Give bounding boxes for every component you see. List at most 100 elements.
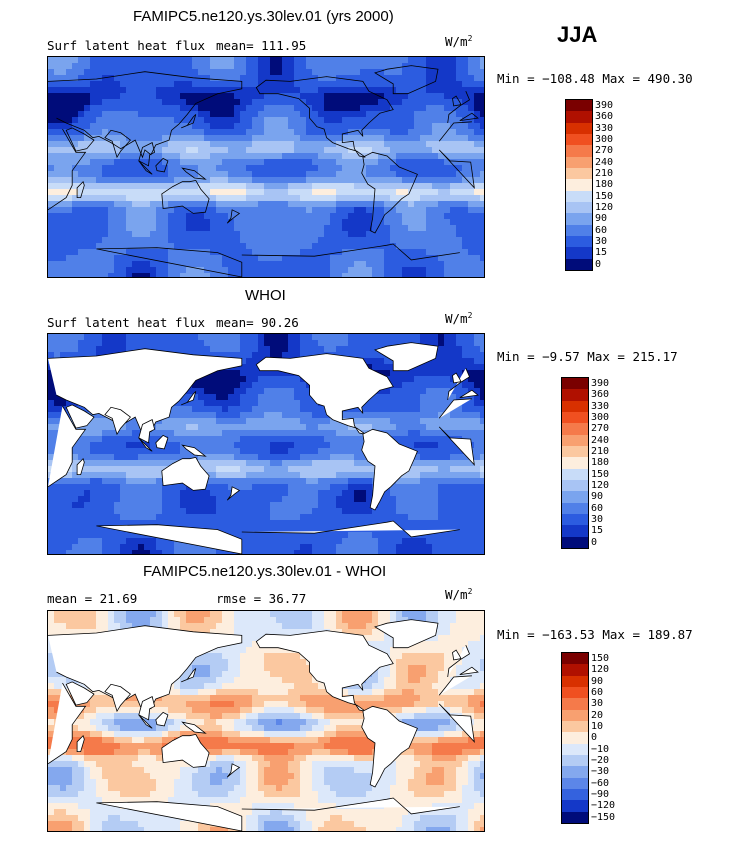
colorbar-tick-label: 60 bbox=[591, 502, 604, 514]
panel3-title: FAMIPC5.ne120.ys.30lev.01 - WHOI bbox=[143, 563, 387, 580]
colorbar-segment bbox=[566, 235, 592, 248]
colorbar-segment bbox=[562, 468, 588, 480]
colorbar-tick-label: 30 bbox=[595, 236, 608, 247]
colorbar-segment bbox=[566, 190, 592, 202]
colorbar-tick-label: 0 bbox=[595, 258, 602, 270]
colorbar-segment bbox=[562, 445, 588, 458]
landmass-uk bbox=[452, 649, 462, 661]
colorbar-tick-label: 0 bbox=[591, 732, 598, 744]
colorbar-tick-label: 150 bbox=[591, 468, 610, 480]
landmass-madagascar bbox=[76, 180, 85, 198]
colorbar-segment bbox=[566, 179, 592, 191]
panel3-units: W/m2 bbox=[445, 587, 473, 603]
colorbar-tick-label: 30 bbox=[591, 698, 604, 710]
colorbar-segment bbox=[566, 145, 592, 157]
colorbar-segment bbox=[566, 213, 592, 225]
landmass-madagascar bbox=[76, 457, 85, 475]
colorbar-tick-label: 120 bbox=[591, 480, 610, 491]
landmass-sumatra bbox=[138, 160, 153, 175]
colorbar-tick-label: 210 bbox=[591, 446, 610, 457]
panel2-mean-label: mean= 90.26 bbox=[216, 315, 299, 330]
colorbar-tick-label: 180 bbox=[595, 179, 614, 191]
colorbar-tick-label: 60 bbox=[591, 687, 604, 698]
landmass-samerica bbox=[361, 428, 418, 511]
colorbar-tick-label: 90 bbox=[595, 213, 608, 225]
colorbar-tick-label: 150 bbox=[591, 653, 610, 664]
colorbar-tick-label: 300 bbox=[591, 412, 610, 423]
landmass-eurasia bbox=[48, 71, 479, 159]
panel2-minmax: Min = −9.57 Max = 215.17 bbox=[497, 349, 678, 364]
panel3-map bbox=[47, 610, 485, 832]
colorbar-segment bbox=[562, 491, 588, 503]
colorbar-segment bbox=[562, 766, 588, 778]
landmass-seasia bbox=[138, 696, 156, 721]
continent-outlines bbox=[48, 619, 479, 831]
landmass-arabia bbox=[65, 404, 95, 429]
colorbar-tick-label: 120 bbox=[595, 202, 614, 213]
colorbar-segment bbox=[566, 133, 592, 146]
colorbar-tick-label: 0 bbox=[591, 536, 598, 548]
landmass-australia bbox=[161, 733, 210, 768]
landmass-namerica bbox=[255, 76, 394, 158]
landmass-antarctica bbox=[96, 797, 460, 831]
colorbar-segment bbox=[562, 800, 588, 812]
colorbar-tick-label: −90 bbox=[591, 789, 610, 800]
landmass-sumatra bbox=[138, 714, 153, 729]
colorbar-tick-label: 30 bbox=[591, 514, 604, 525]
landmass-nz bbox=[226, 486, 241, 501]
colorbar-segment bbox=[562, 400, 588, 412]
landmass-seasia bbox=[138, 419, 156, 444]
landmass-png bbox=[181, 167, 207, 180]
colorbar-segment bbox=[566, 100, 592, 112]
panel2-map bbox=[47, 333, 485, 555]
colorbar-tick-label: 15 bbox=[591, 525, 604, 537]
colorbar-segment bbox=[566, 201, 592, 214]
colorbar-tick-label: 150 bbox=[595, 190, 614, 202]
colorbar-segment bbox=[562, 664, 588, 676]
colorbar-segment bbox=[562, 686, 588, 699]
landmass-eurasia bbox=[48, 348, 479, 436]
landmass-samerica bbox=[361, 705, 418, 788]
panel2-map-canvas bbox=[48, 334, 484, 554]
landmass-australia bbox=[161, 179, 210, 214]
landmass-borneo bbox=[155, 711, 169, 727]
colorbar-segment bbox=[562, 434, 588, 446]
colorbar-segment bbox=[562, 423, 588, 435]
landmass-nz bbox=[226, 209, 241, 224]
colorbar-tick-label: 10 bbox=[591, 721, 604, 732]
colorbar-tick-label: 360 bbox=[595, 111, 614, 123]
landmass-australia bbox=[161, 456, 210, 491]
landmass-uk bbox=[452, 372, 462, 384]
colorbar-segment bbox=[562, 513, 588, 526]
colorbar-segment bbox=[566, 247, 592, 259]
panel3-mean-label: mean = 21.69 bbox=[47, 591, 138, 606]
colorbar-tick-label: 20 bbox=[591, 709, 604, 721]
colorbar-tick-label: 90 bbox=[591, 491, 604, 503]
landmass-japan bbox=[181, 668, 197, 683]
colorbar-segment bbox=[562, 720, 588, 733]
panel2-units: W/m2 bbox=[445, 311, 473, 327]
colorbar-segment bbox=[562, 675, 588, 687]
landmass-india bbox=[104, 406, 131, 436]
colorbar-segment bbox=[562, 811, 588, 823]
landmass-namerica bbox=[255, 353, 394, 435]
landmass-samerica bbox=[361, 151, 418, 234]
landmass-nz bbox=[226, 763, 241, 778]
colorbar-segment bbox=[566, 224, 592, 236]
colorbar-segment bbox=[562, 389, 588, 401]
landmass-namerica bbox=[255, 630, 394, 712]
colorbar-tick-label: 270 bbox=[595, 145, 614, 157]
colorbar-tick-label: 210 bbox=[595, 168, 614, 179]
colorbar-tick-label: 330 bbox=[595, 122, 614, 134]
panel1-minmax: Min = −108.48 Max = 490.30 bbox=[497, 71, 693, 86]
landmass-uk bbox=[452, 95, 462, 107]
colorbar-segment bbox=[562, 525, 588, 537]
colorbar-segment bbox=[562, 653, 588, 665]
season-label: JJA bbox=[557, 22, 598, 47]
colorbar-tick-label: −20 bbox=[591, 755, 610, 766]
landmass-sumatra bbox=[138, 437, 153, 452]
panel1-map bbox=[47, 56, 485, 278]
colorbar-tick-label: 240 bbox=[595, 156, 614, 168]
landmass-madagascar bbox=[76, 734, 85, 752]
panel1-variable-label: Surf latent heat flux bbox=[47, 38, 206, 53]
